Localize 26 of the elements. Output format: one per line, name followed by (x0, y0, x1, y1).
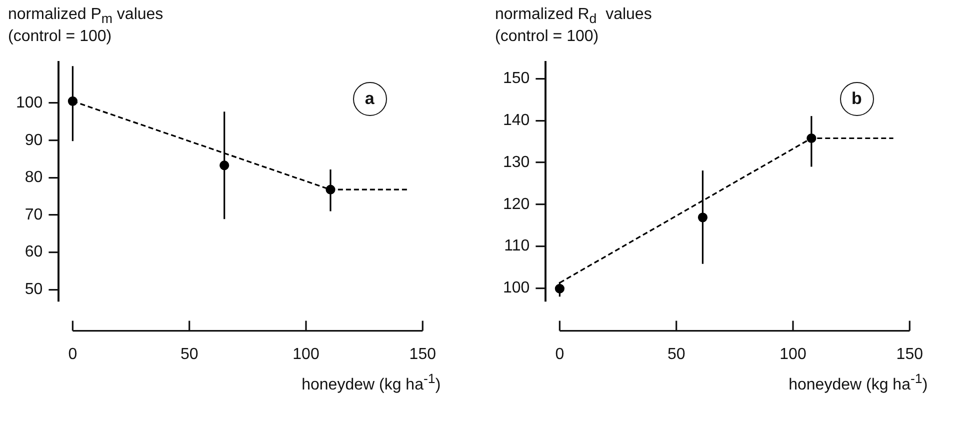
y-tick-label: 130 (502, 154, 530, 171)
y-tick-label: 100 (502, 280, 530, 297)
y-tick-label: 50 (24, 281, 43, 298)
y-tick-label: 140 (502, 112, 530, 130)
y-tick-label: 90 (24, 132, 43, 149)
x-tick-label: 0 (555, 346, 564, 363)
y-tick-label: 80 (24, 169, 43, 186)
x-tick-label: 150 (896, 346, 924, 363)
y-tick-label: 100 (16, 94, 43, 112)
x-tick-label: 100 (292, 346, 320, 363)
x-tick-label: 100 (780, 346, 806, 363)
y-tick-label: 70 (24, 206, 43, 224)
x-axis-title: honeydew (kg ha$^{-1}$) (302, 370, 441, 394)
y-tick-label: 110 (504, 238, 530, 255)
y-tick-label: 120 (502, 196, 530, 213)
y-axis-title: normalized P$_{m}$ values (control = 100) (8, 6, 164, 46)
x-tick-label: 150 (409, 346, 436, 363)
x-tick-label: 0 (68, 346, 78, 363)
x-tick-label: 50 (180, 346, 198, 363)
y-axis-title: normalized R$_{d}$ values (control = 100) (495, 6, 652, 46)
y-tick-label: 150 (502, 70, 530, 88)
x-axis-title: honeydew (kg ha$^{-1}$) (788, 370, 928, 394)
y-tick-label: 60 (24, 244, 43, 261)
annotation: b (840, 82, 874, 116)
x-tick-label: 50 (667, 346, 686, 363)
annotation: a (352, 82, 387, 116)
